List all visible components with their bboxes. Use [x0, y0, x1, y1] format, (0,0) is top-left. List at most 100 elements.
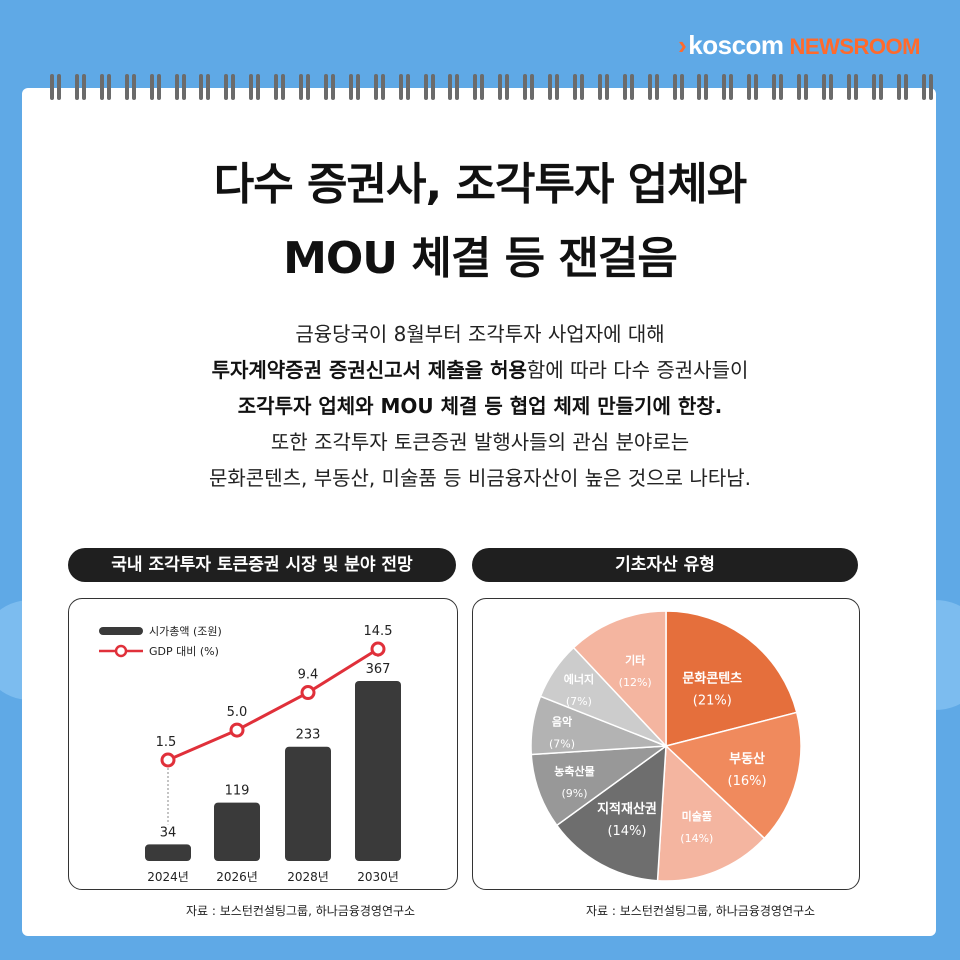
- binding-ring: [124, 74, 129, 100]
- logo-newsroom: NEWSROOM: [789, 34, 921, 59]
- description-line2-bold: 투자계약증권 증권신고서 제출을 허용: [211, 358, 527, 382]
- binding-ring: [380, 74, 385, 100]
- page-title-line2: MOU 체결 등 잰걸음: [283, 233, 678, 284]
- binding-ring: [921, 74, 926, 100]
- notebook-binding-rings: [22, 74, 936, 104]
- left-chart-source: 자료 : 보스턴컨설팅그룹, 하나금융경영연구소: [186, 904, 416, 918]
- binding-ring: [729, 74, 734, 100]
- binding-ring: [772, 74, 777, 100]
- bar-value-label: 233: [296, 728, 321, 743]
- line-point: [160, 752, 176, 768]
- pie-slice-percent: (9%): [562, 787, 588, 800]
- binding-ring: [156, 74, 161, 100]
- pie-slice: [665, 610, 798, 747]
- binding-ring: [398, 74, 403, 100]
- binding-ring: [672, 74, 677, 100]
- binding-ring: [74, 74, 79, 100]
- binding-ring: [224, 74, 229, 100]
- description-line1: 금융당국이 8월부터 조각투자 사업자에 대해: [295, 322, 665, 346]
- binding-ring: [330, 74, 335, 100]
- pie-chart-panel: 문화콘텐츠 (21%) 부동산 (16%) 미술품 (14%) 지적재산권 (14%) 농축산물…: [472, 598, 860, 890]
- x-tick-label: 2024년: [147, 870, 189, 884]
- bar: [214, 802, 260, 861]
- legend-bar-swatch: [99, 627, 143, 635]
- pie-slice-label: 음악: [552, 716, 572, 729]
- description-line4: 또한 조각투자 토큰증권 발행사들의 관심 분야로는: [270, 430, 690, 454]
- binding-ring: [722, 74, 727, 100]
- x-tick-label: 2030년: [357, 870, 399, 884]
- binding-ring: [99, 74, 104, 100]
- binding-ring: [779, 74, 784, 100]
- pie-slice-label: 기타: [625, 653, 646, 667]
- binding-ring: [530, 74, 535, 100]
- market-outlook-header: 국내 조각투자 토큰증권 시장 및 분야 전망: [68, 548, 456, 582]
- description: 금융당국이 8월부터 조각투자 사업자에 대해 투자계약증권 증권신고서 제출을…: [0, 316, 960, 496]
- binding-ring: [131, 74, 136, 100]
- x-tick-label: 2028년: [287, 870, 329, 884]
- binding-ring: [181, 74, 186, 100]
- binding-ring: [199, 74, 204, 100]
- pie-slice-label: 지적재산권: [597, 801, 657, 817]
- binding-ring: [473, 74, 478, 100]
- binding-ring: [405, 74, 410, 100]
- market-outlook-chart: 시가총액 (조원) GDP 대비 (%) 34 2024년 119 2026년 233 202…: [99, 624, 401, 884]
- binding-ring: [647, 74, 652, 100]
- binding-ring: [828, 74, 833, 100]
- binding-ring: [299, 74, 303, 100]
- bar-value-label: 119: [225, 784, 250, 799]
- binding-ring: [604, 74, 609, 100]
- binding-ring: [323, 74, 328, 100]
- pie-slice: [664, 711, 802, 840]
- bar: [145, 844, 191, 861]
- pie-slice-label: 미술품: [682, 809, 712, 823]
- binding-ring: [281, 74, 286, 100]
- binding-ring: [629, 74, 634, 100]
- legend-line-marker: [114, 644, 128, 658]
- binding-ring: [821, 74, 826, 100]
- chevron-right-icon: ›: [678, 30, 687, 60]
- binding-ring: [206, 74, 211, 100]
- binding-ring: [430, 74, 435, 100]
- binding-ring: [256, 74, 261, 100]
- binding-ring: [57, 74, 61, 100]
- bar-value-label: 367: [366, 662, 391, 677]
- description-line2-rest: 함에 따라 다수 증권사들이: [526, 358, 749, 382]
- binding-ring: [928, 74, 933, 100]
- pie-slice-percent: (14%): [607, 824, 646, 839]
- asset-type-pie-chart: 문화콘텐츠 (21%) 부동산 (16%) 미술품 (14%) 지적재산권 (14%) 농축산물…: [530, 610, 802, 882]
- right-chart-source: 자료 : 보스턴컨설팅그룹, 하나금융경영연구소: [586, 904, 816, 918]
- pie-slice: [656, 744, 766, 882]
- x-tick-label: 2026년: [216, 870, 258, 884]
- binding-ring: [149, 74, 154, 100]
- binding-ring: [231, 74, 236, 100]
- binding-ring: [249, 74, 254, 100]
- pie-slice: [555, 744, 667, 882]
- line-value-label: 5.0: [227, 705, 248, 720]
- binding-ring: [697, 74, 702, 100]
- pie-slice-percent: (7%): [566, 695, 592, 708]
- binding-ring: [505, 74, 510, 100]
- binding-ring: [622, 74, 627, 100]
- pie-slice-label: 부동산: [729, 751, 765, 767]
- binding-ring: [274, 74, 279, 100]
- binding-ring: [174, 74, 179, 100]
- line-value-label: 9.4: [298, 668, 319, 683]
- description-line5: 문화콘텐츠, 부동산, 미술품 등 비금융자산이 높은 것으로 나타남.: [209, 466, 751, 490]
- binding-ring: [797, 74, 801, 100]
- line-value-label: 14.5: [364, 624, 393, 639]
- binding-ring: [106, 74, 111, 100]
- binding-ring: [747, 74, 752, 100]
- binding-ring: [754, 74, 759, 100]
- koscom-newsroom-logo: ›koscom NEWSROOM: [678, 30, 920, 61]
- pie-slice-label: 농축산물: [554, 764, 594, 778]
- line-point: [300, 685, 316, 701]
- binding-ring: [455, 74, 460, 100]
- binding-ring: [896, 74, 901, 100]
- bar: [355, 681, 401, 861]
- binding-ring: [804, 74, 808, 100]
- legend-bar-label: 시가총액 (조원): [149, 625, 222, 638]
- pie-slice-label: 문화콘텐츠: [682, 670, 742, 686]
- binding-ring: [548, 74, 552, 100]
- pie-slice-percent: (21%): [693, 693, 732, 708]
- binding-ring: [81, 74, 86, 100]
